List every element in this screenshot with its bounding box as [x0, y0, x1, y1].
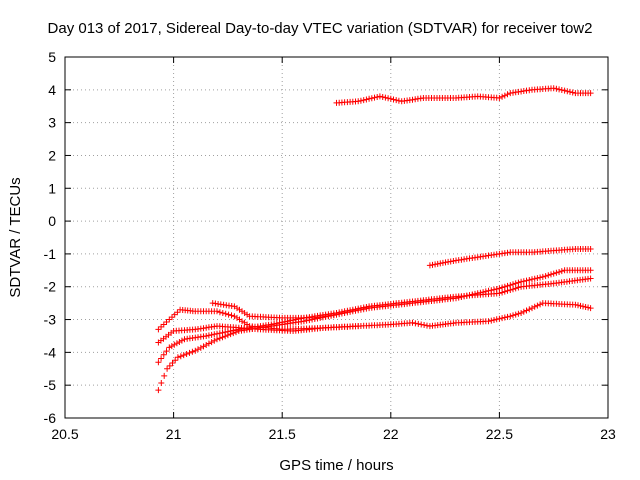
x-axis-label: GPS time / hours — [279, 457, 393, 474]
data-markers — [155, 323, 362, 346]
y-tick-label: 4 — [48, 82, 56, 98]
y-tick-label: 1 — [48, 180, 56, 196]
y-tick-label: 3 — [48, 115, 56, 131]
chart-title: Day 013 of 2017, Sidereal Day-to-day VTE… — [48, 20, 593, 37]
series-track-2 — [426, 246, 594, 269]
y-tick-label: 5 — [48, 49, 56, 65]
y-tick-label: -4 — [44, 344, 57, 360]
y-tick-label: 2 — [48, 147, 56, 163]
x-tick-label: 21.5 — [269, 426, 296, 442]
y-tick-label: 0 — [48, 213, 56, 229]
y-axis-label: SDTVAR / TECUs — [7, 177, 24, 297]
data-markers — [426, 246, 594, 269]
y-tick-label: -5 — [44, 377, 57, 393]
x-tick-label: 20.5 — [51, 426, 78, 442]
series-track-6 — [155, 323, 362, 346]
data-series — [155, 85, 594, 394]
data-markers — [209, 300, 340, 321]
y-tick-label: -6 — [44, 410, 57, 426]
grid-lines — [65, 57, 608, 418]
x-tick-label: 21 — [166, 426, 182, 442]
series-track-4 — [155, 275, 594, 366]
data-markers — [333, 85, 594, 106]
x-tick-label: 23 — [600, 426, 616, 442]
y-tick-label: -1 — [44, 246, 57, 262]
plot-area-frame — [64, 56, 609, 419]
series-track-7 — [209, 300, 340, 321]
y-tick-label: -2 — [44, 279, 57, 295]
y-tick-label: -3 — [44, 312, 57, 328]
x-tick-label: 22.5 — [486, 426, 513, 442]
x-tick-label: 22 — [383, 426, 399, 442]
series-track-1 — [333, 85, 594, 106]
data-markers — [155, 275, 594, 366]
